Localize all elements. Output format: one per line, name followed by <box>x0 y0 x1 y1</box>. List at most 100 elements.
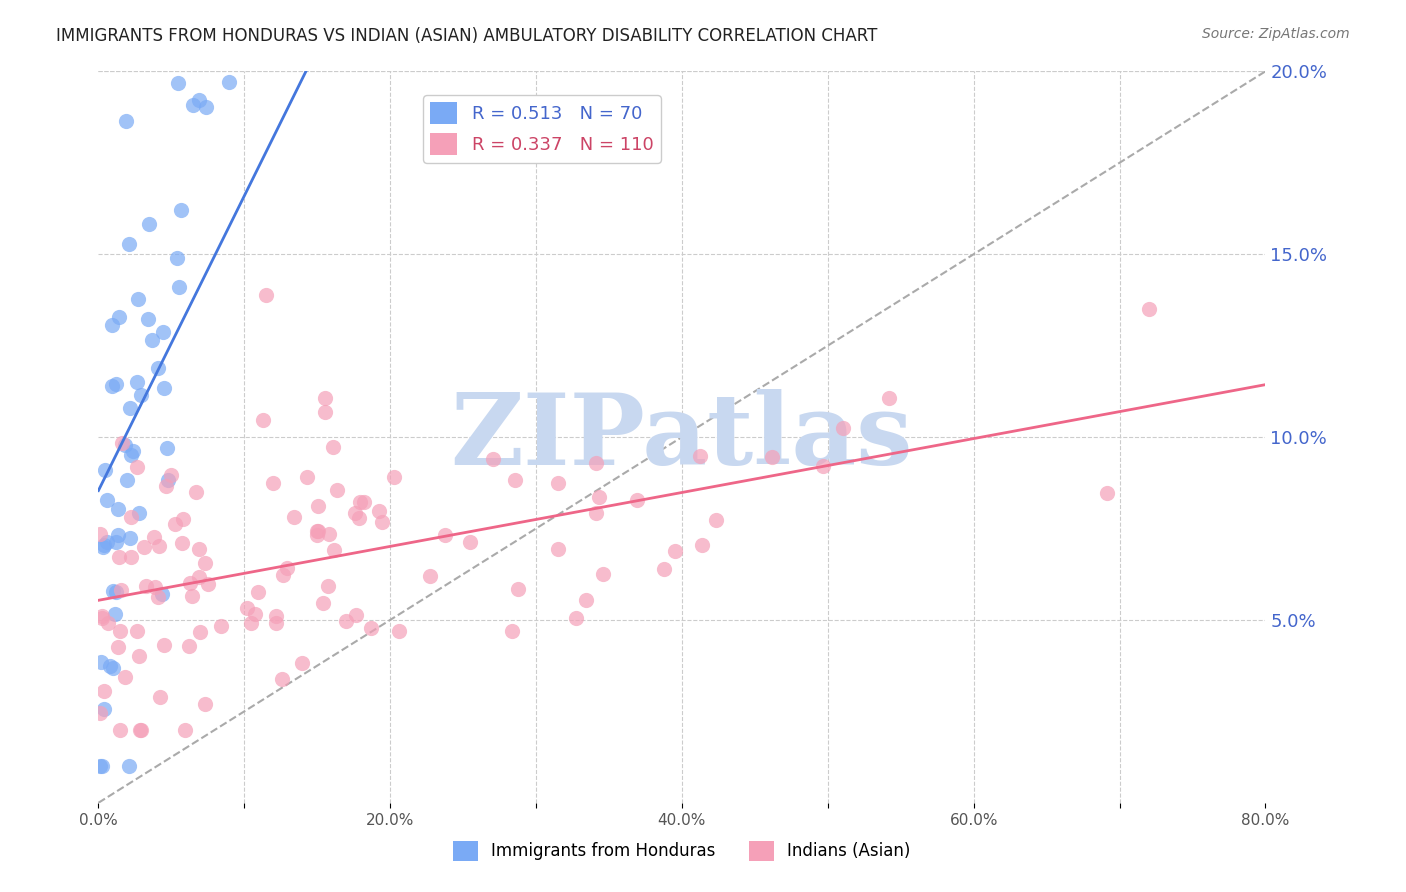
Point <box>1137 301 1160 317</box>
Point <box>129 723 152 737</box>
Point <box>128 506 150 520</box>
Point <box>344 506 367 520</box>
Point <box>419 569 441 583</box>
Point <box>104 607 127 621</box>
Point <box>167 279 190 293</box>
Point <box>689 450 711 464</box>
Point <box>125 459 148 474</box>
Point <box>127 293 149 307</box>
Point <box>360 622 382 636</box>
Point <box>266 608 288 623</box>
Point <box>115 113 138 128</box>
Point <box>271 568 294 582</box>
Point <box>103 661 125 675</box>
Point <box>323 543 346 558</box>
Point <box>167 76 190 90</box>
Point <box>626 493 648 508</box>
Point <box>188 93 211 107</box>
Point <box>307 524 329 538</box>
Point <box>111 436 134 450</box>
Point <box>135 579 157 593</box>
Point <box>146 590 169 604</box>
Point <box>307 524 329 538</box>
Point <box>138 217 160 231</box>
Point <box>152 381 174 395</box>
Point <box>107 640 129 654</box>
Point <box>172 512 194 526</box>
Point <box>120 531 142 545</box>
Point <box>187 570 209 584</box>
Point <box>692 538 714 552</box>
Point <box>574 593 596 607</box>
Point <box>90 655 112 669</box>
Point <box>105 377 128 392</box>
Point <box>263 28 285 42</box>
Point <box>156 473 179 487</box>
Point <box>108 549 131 564</box>
Point <box>177 639 200 653</box>
Point <box>184 484 207 499</box>
Point <box>96 534 118 549</box>
Point <box>108 310 131 324</box>
Point <box>143 530 166 544</box>
Point <box>458 535 481 549</box>
Point <box>314 404 336 418</box>
Point <box>353 495 375 509</box>
Point <box>107 528 129 542</box>
Point <box>311 28 333 42</box>
Point <box>218 75 240 89</box>
Point <box>326 483 349 498</box>
Point <box>349 495 371 509</box>
Point <box>187 541 209 556</box>
Point <box>105 584 128 599</box>
Point <box>117 236 139 251</box>
Point <box>89 527 111 541</box>
Point <box>181 589 204 603</box>
Point <box>232 28 254 42</box>
Point <box>93 684 115 698</box>
Point <box>89 706 111 720</box>
Legend: Immigrants from Honduras, Indians (Asian): Immigrants from Honduras, Indians (Asian… <box>446 834 918 868</box>
Point <box>394 28 416 42</box>
Point <box>307 500 329 514</box>
Point <box>877 391 900 405</box>
Point <box>370 515 392 529</box>
Point <box>813 459 835 474</box>
Point <box>94 463 117 477</box>
Point <box>236 600 259 615</box>
Point <box>125 624 148 639</box>
Point <box>664 544 686 558</box>
Point <box>506 582 529 597</box>
Point <box>222 28 245 42</box>
Point <box>163 517 186 532</box>
Point <box>382 470 405 484</box>
Point <box>89 759 111 773</box>
Point <box>197 577 219 591</box>
Point <box>114 669 136 683</box>
Point <box>100 318 122 332</box>
Point <box>388 624 411 639</box>
Text: ZIPatlas: ZIPatlas <box>451 389 912 485</box>
Point <box>209 619 232 633</box>
Point <box>367 504 389 518</box>
Point <box>194 556 217 570</box>
Point <box>91 611 114 625</box>
Point <box>120 401 142 415</box>
Point <box>173 723 195 737</box>
Point <box>592 567 614 582</box>
Point <box>104 535 127 549</box>
Point <box>264 615 287 630</box>
Point <box>585 457 607 471</box>
Point <box>344 607 367 622</box>
Point <box>347 28 370 42</box>
Point <box>166 251 188 265</box>
Point <box>167 28 190 42</box>
Point <box>242 28 264 42</box>
Point <box>170 536 193 550</box>
Point <box>467 28 489 42</box>
Point <box>110 582 132 597</box>
Point <box>271 672 294 686</box>
Point <box>312 596 335 610</box>
Point <box>322 440 344 454</box>
Point <box>152 325 174 339</box>
